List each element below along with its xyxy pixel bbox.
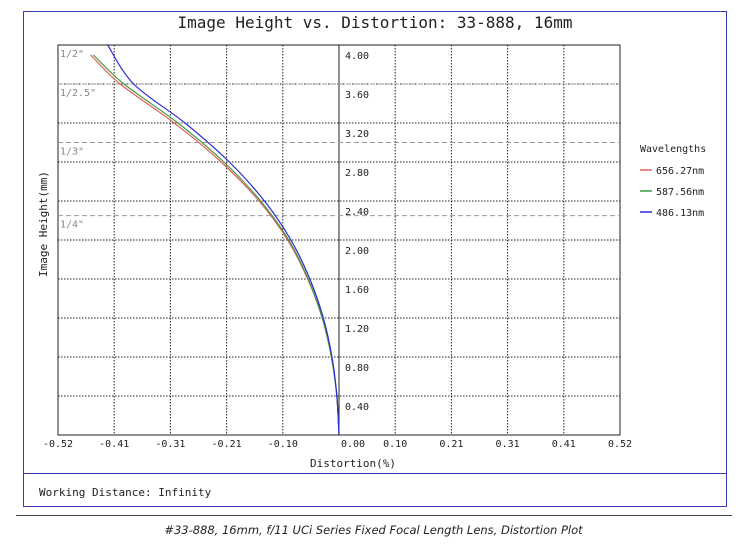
x-tick-label: -0.41 [99,439,129,450]
y-tick-label: 4.00 [345,51,369,62]
y-tick-label: 2.80 [345,168,369,179]
y-tick-label: 2.00 [345,246,369,257]
working-distance-label: Working Distance: Infinity [39,486,212,499]
figure-frame [23,11,727,507]
legend-label: 486.13nm [656,208,704,219]
y-tick-label: 1.20 [345,324,369,335]
legend-title: Wavelengths [640,144,706,155]
footer-divider [23,473,727,474]
legend-label: 587.56nm [656,187,704,198]
caption-rule [16,515,732,516]
x-tick-label: 0.41 [552,439,576,450]
y-tick-label: 1.60 [345,285,369,296]
legend-label: 656.27nm [656,166,704,177]
sensor-label: 1/4" [60,220,84,231]
x-tick-label: 0.00 [341,439,365,450]
sensor-label: 1/3" [60,147,84,158]
sensor-label: 1/2.5" [60,88,96,99]
x-tick-label: 0.52 [608,439,632,450]
x-tick-label: -0.10 [268,439,298,450]
y-tick-label: 0.80 [345,363,369,374]
x-tick-label: 0.31 [496,439,520,450]
sensor-label: 1/2" [60,49,84,60]
figure-caption: #33-888, 16mm, f/11 UCi Series Fixed Foc… [164,523,583,537]
x-tick-label: 0.21 [439,439,463,450]
x-axis-label: Distortion(%) [310,457,396,470]
series-line-486.13nm [107,45,340,435]
y-tick-label: 3.20 [345,129,369,140]
y-axis-label: Image Height(mm) [37,171,50,277]
x-tick-label: -0.21 [212,439,242,450]
series-line-656.27nm [90,54,340,435]
y-tick-label: 0.40 [345,402,369,413]
chart-title: Image Height vs. Distortion: 33-888, 16m… [177,13,573,32]
y-tick-label: 3.60 [345,90,369,101]
y-tick-label: 2.40 [345,207,369,218]
x-tick-label: -0.31 [155,439,185,450]
x-tick-label: 0.10 [383,439,407,450]
series-line-587.56nm [92,54,340,435]
x-tick-label: -0.52 [43,439,73,450]
